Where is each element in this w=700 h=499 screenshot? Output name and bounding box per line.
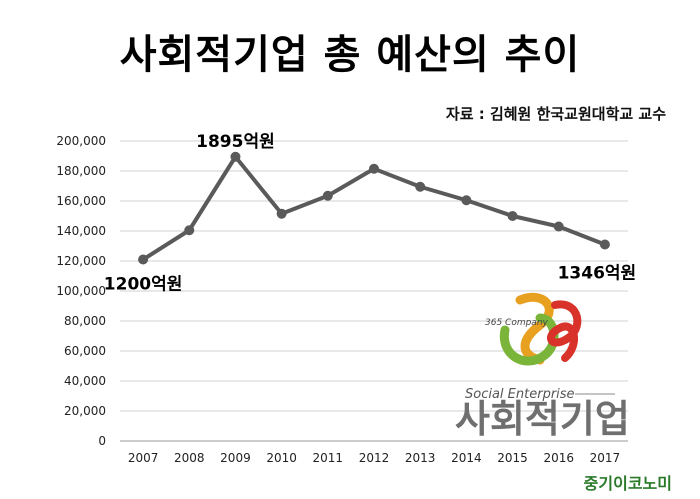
data-point (415, 181, 426, 192)
data-point (322, 190, 333, 201)
x-tick-label: 2012 (359, 451, 390, 465)
data-point (230, 151, 241, 162)
source-note: 자료 : 김혜원 한국교원대학교 교수 (445, 105, 666, 123)
x-axis-ticks: 2007 2008 2009 2010 2011 2012 2013 2014 2015 2016… (128, 451, 620, 465)
logo-swirl-orange (515, 292, 554, 365)
y-tick-label: 160,000 (56, 194, 106, 208)
gridlines (120, 140, 628, 442)
x-tick-label: 2007 (128, 451, 159, 465)
data-point (599, 239, 610, 250)
data-label: 1346억원 (558, 264, 637, 284)
publisher-name: 중기이코노미 (583, 474, 672, 493)
data-point (184, 225, 195, 236)
x-tick-label: 2013 (405, 451, 436, 465)
y-tick-label: 0 (98, 434, 106, 448)
y-tick-label: 80,000 (64, 314, 106, 328)
chart-title: 사회적기업 총 예산의 추이 (119, 32, 581, 78)
logo-english-text: Social Enterprise (465, 387, 575, 402)
x-tick-label: 2011 (313, 451, 344, 465)
x-tick-label: 2017 (590, 451, 621, 465)
x-tick-label: 2015 (497, 451, 528, 465)
logo-swirl-green (499, 313, 559, 366)
data-point (507, 211, 518, 221)
data-point (461, 195, 472, 206)
x-tick-label: 2010 (266, 451, 297, 465)
data-annotations: 1200억원 1895억원 1346억원 (104, 132, 636, 295)
x-tick-label: 2009 (220, 451, 251, 465)
data-point (276, 208, 287, 219)
data-point (138, 254, 149, 265)
logo-mark-text: 365 Company (485, 318, 549, 328)
y-tick-label: 200,000 (56, 134, 106, 148)
y-tick-label: 140,000 (56, 224, 106, 238)
logo-swirl-red (547, 300, 582, 362)
social-enterprise-logo: 365 Company Social Enterprise 사회적기업 (455, 292, 630, 441)
data-label: 1200억원 (104, 275, 183, 295)
data-label: 1895억원 (196, 132, 275, 152)
x-tick-label: 2014 (451, 451, 482, 465)
y-tick-label: 60,000 (64, 344, 106, 358)
y-tick-label: 40,000 (64, 374, 106, 388)
y-tick-label: 20,000 (64, 404, 106, 418)
y-tick-label: 120,000 (56, 254, 106, 268)
data-point (369, 163, 379, 174)
x-tick-label: 2016 (543, 451, 574, 465)
data-point (553, 221, 564, 232)
y-tick-label: 180,000 (56, 164, 106, 178)
y-axis-ticks: 0 20,000 40,000 60,000 80,000 100,000 120,000 1… (56, 134, 106, 448)
logo-brand-text: 사회적기업 (455, 397, 630, 441)
x-tick-label: 2008 (174, 451, 205, 465)
data-points (138, 151, 610, 265)
y-tick-label: 100,000 (56, 284, 106, 298)
